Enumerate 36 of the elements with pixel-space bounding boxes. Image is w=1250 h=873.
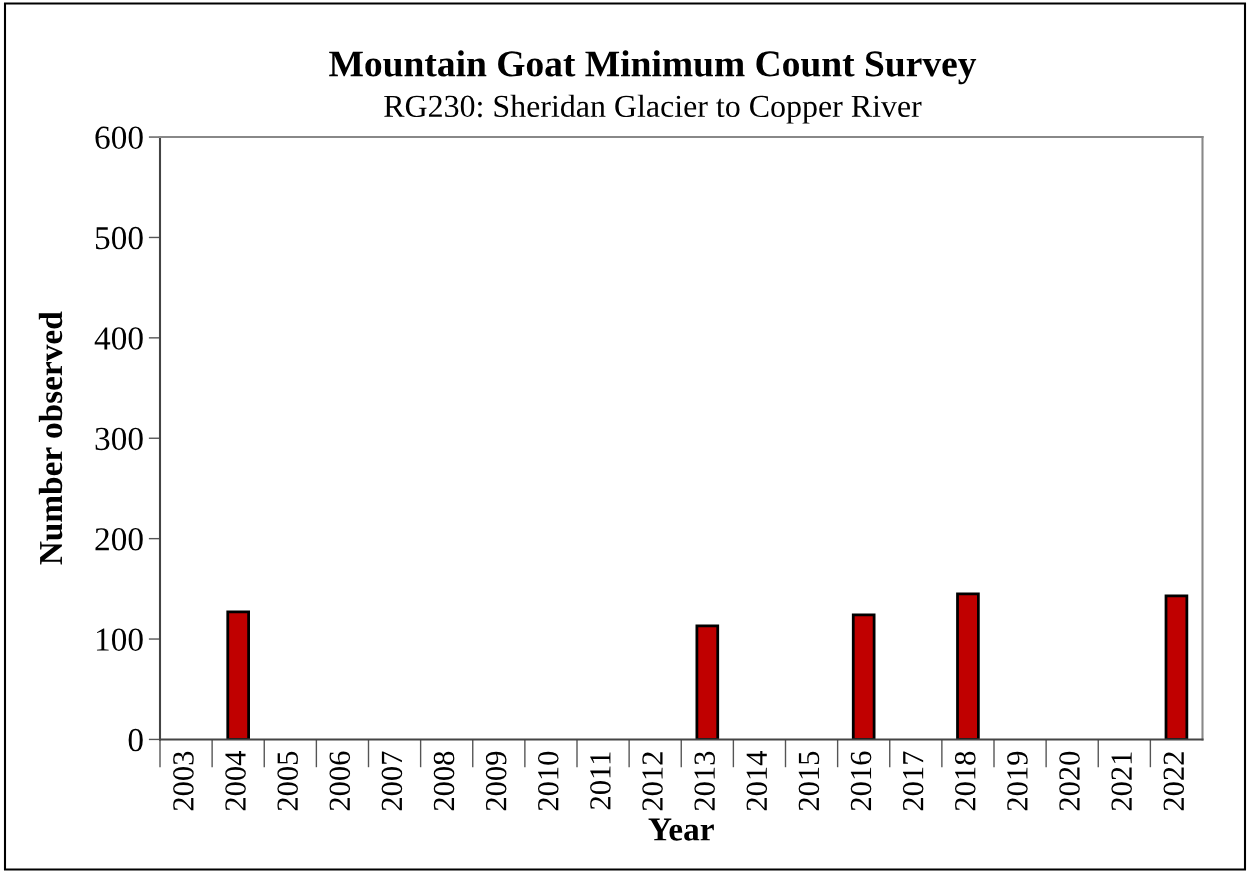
x-tick-label: 2010: [537, 751, 559, 811]
x-tick-label: 2022: [1163, 752, 1185, 811]
x-tick-label: 2014: [746, 751, 768, 811]
x-tick-label: 2018: [954, 751, 976, 811]
x-tick-label: 2007: [381, 751, 403, 811]
y-tick-label: 500: [95, 226, 143, 250]
y-tick-label: 0: [128, 728, 143, 752]
y-tick-label: 400: [94, 327, 143, 350]
x-axis-title: Year: [648, 818, 714, 841]
x-tick-label: 2003: [173, 751, 194, 811]
bar: [956, 592, 980, 740]
bar: [1164, 594, 1189, 740]
x-tick-label: 2004: [225, 751, 246, 811]
x-tick-label: 2012: [642, 752, 663, 811]
x-tick-label: 2008: [433, 751, 455, 811]
y-tick-label: 100: [96, 628, 143, 651]
x-tick-label: 2020: [1059, 751, 1080, 811]
x-tick-label: 2009: [485, 751, 507, 811]
x-tick-label: 2005: [277, 751, 298, 811]
chart-subtitle: RG230: Sheridan Glacier to Copper River: [384, 94, 922, 124]
x-tick-label: 2016: [850, 751, 872, 811]
chart-title: Mountain Goat Minimum Count Survey: [329, 50, 977, 85]
bar: [226, 610, 250, 740]
y-tick-label: 300: [95, 427, 143, 451]
x-tick-label: 2011: [590, 752, 611, 810]
y-tick-label: 600: [95, 126, 143, 149]
x-tick-label: 2015: [798, 751, 820, 811]
x-tick-label: 2006: [329, 751, 351, 811]
x-tick-label: 2019: [1007, 751, 1028, 811]
y-tick-label: 200: [95, 528, 143, 551]
x-tick-label: 2013: [694, 751, 715, 811]
y-axis-title: Number observed: [38, 311, 63, 565]
x-tick-label: 2017: [902, 751, 924, 811]
x-tick-label: 2021: [1111, 752, 1132, 811]
bar: [851, 613, 876, 740]
bar: [695, 624, 720, 740]
